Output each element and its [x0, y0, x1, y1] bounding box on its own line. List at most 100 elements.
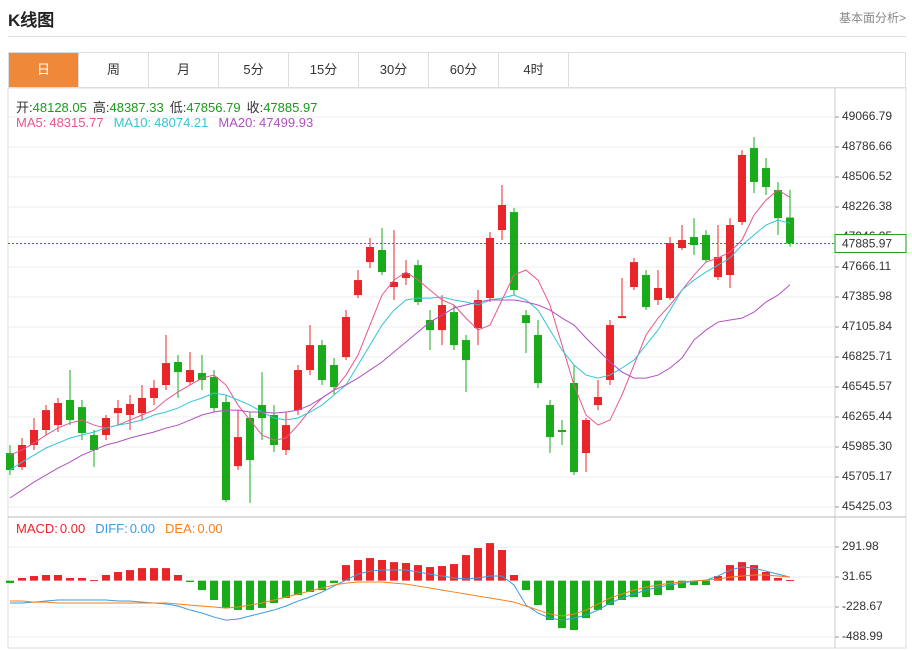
macd-line [10, 574, 791, 617]
candle-body [90, 435, 98, 451]
macd-bar [654, 580, 662, 596]
macd-bar [138, 568, 146, 581]
macd-bar [342, 565, 350, 581]
candle-body [294, 370, 302, 411]
macd-bar [522, 580, 530, 591]
macd-bar [582, 580, 590, 619]
price-marker-label: 47885.97 [842, 237, 892, 251]
candle-body [594, 397, 602, 406]
macd-bar [498, 549, 506, 581]
macd-bar [78, 577, 86, 581]
candle-body [450, 312, 458, 346]
y-tick-label: 48506.52 [842, 169, 892, 183]
macd-bar [786, 580, 794, 582]
legend-value: 48074.21 [154, 115, 209, 130]
macd-bar [618, 580, 626, 601]
y-tick-label: 46545.57 [842, 379, 892, 393]
macd-bar [414, 565, 422, 581]
macd-bar [438, 566, 446, 581]
candle-body [6, 453, 14, 471]
tab[interactable]: 日 [9, 53, 79, 87]
macd-bar [354, 560, 362, 581]
candle-body [474, 299, 482, 329]
legend-value: 0.00 [129, 521, 156, 536]
candle-body [54, 403, 62, 426]
tab[interactable]: 60分 [429, 53, 499, 87]
ma-line [9, 219, 791, 471]
macd-bar [126, 570, 134, 581]
macd-bar [738, 562, 746, 581]
candle-body [570, 382, 578, 473]
y-tick-label: 31.65 [842, 569, 872, 583]
candle-body [618, 316, 626, 319]
macd-bar [330, 580, 338, 584]
tab[interactable]: 30分 [359, 53, 429, 87]
tab[interactable]: 周 [79, 53, 149, 87]
tab[interactable]: 15分 [289, 53, 359, 87]
macd-bar [90, 580, 98, 582]
tab[interactable]: 月 [149, 53, 219, 87]
candle-body [270, 415, 278, 445]
candle-body [306, 345, 314, 371]
macd-bar [54, 575, 62, 581]
ohlc-legend: 开:48128.05 高:48387.33 低:47856.79 收:47885.97 [16, 97, 323, 116]
tab-bar: 日周月 5分 15分 30分 60分 4时 [8, 52, 906, 88]
candle-body [546, 405, 554, 438]
page-title: K线图 [8, 11, 55, 30]
candle-body [438, 305, 446, 331]
macd-bar [366, 558, 374, 581]
candle-body [414, 265, 422, 303]
macd-bar [678, 580, 686, 589]
candle-body [42, 410, 50, 431]
tab[interactable]: 5分 [219, 53, 289, 87]
macd-bar [558, 580, 566, 629]
legend-name: MACD: [16, 521, 58, 536]
candle-body [786, 217, 794, 244]
macd-bar [6, 580, 14, 584]
candle-body [738, 154, 746, 223]
ohlc-label: 低: [169, 100, 187, 115]
macd-bar [390, 562, 398, 581]
ma-legend: MA5: 48315.77 MA10: 48074.21 MA20: 47499.93 [16, 115, 323, 130]
price-marker [834, 233, 907, 253]
ohlc-value: 47856.79 [186, 100, 241, 115]
macd-bar [510, 575, 518, 581]
ohlc-label: 收: [246, 100, 264, 115]
macd-bar [318, 580, 326, 591]
macd-bar [534, 580, 542, 606]
legend-name: DEA: [165, 521, 196, 536]
macd-bar [222, 580, 230, 608]
y-tick-label: 47385.98 [842, 289, 892, 303]
candle-body [378, 249, 386, 273]
ohlc-value: 48387.33 [109, 100, 164, 115]
macd-bar [42, 575, 50, 581]
y-tick-label: 48786.66 [842, 139, 892, 153]
y-tick-label: 46825.71 [842, 349, 892, 363]
macd-bar [774, 577, 782, 581]
candle-body [174, 361, 182, 373]
candle-body [18, 444, 26, 468]
tab[interactable]: 4时 [499, 53, 569, 87]
legend-value: 0.00 [59, 521, 86, 536]
candle-body [750, 148, 758, 182]
candle-body [558, 430, 566, 433]
ohlc-value: 48128.05 [32, 100, 87, 115]
macd-bar [570, 580, 578, 631]
ohlc-label: 高: [92, 100, 110, 115]
y-tick-label: 45705.17 [842, 469, 892, 483]
candle-body [462, 340, 470, 361]
macd-bar [546, 580, 554, 621]
y-tick-label: 49066.79 [842, 109, 892, 123]
candle-body [198, 373, 206, 380]
candle-body [354, 280, 362, 296]
y-tick-label: -488.99 [842, 629, 883, 643]
macd-bar [186, 580, 194, 583]
macd-bar [294, 580, 302, 596]
macd-bar [462, 555, 470, 581]
candle-body [114, 408, 122, 414]
fundamental-link[interactable]: 基本面分析> [838, 11, 906, 25]
candle-body [138, 397, 146, 414]
candle-body [222, 402, 230, 501]
candle-body [234, 437, 242, 467]
